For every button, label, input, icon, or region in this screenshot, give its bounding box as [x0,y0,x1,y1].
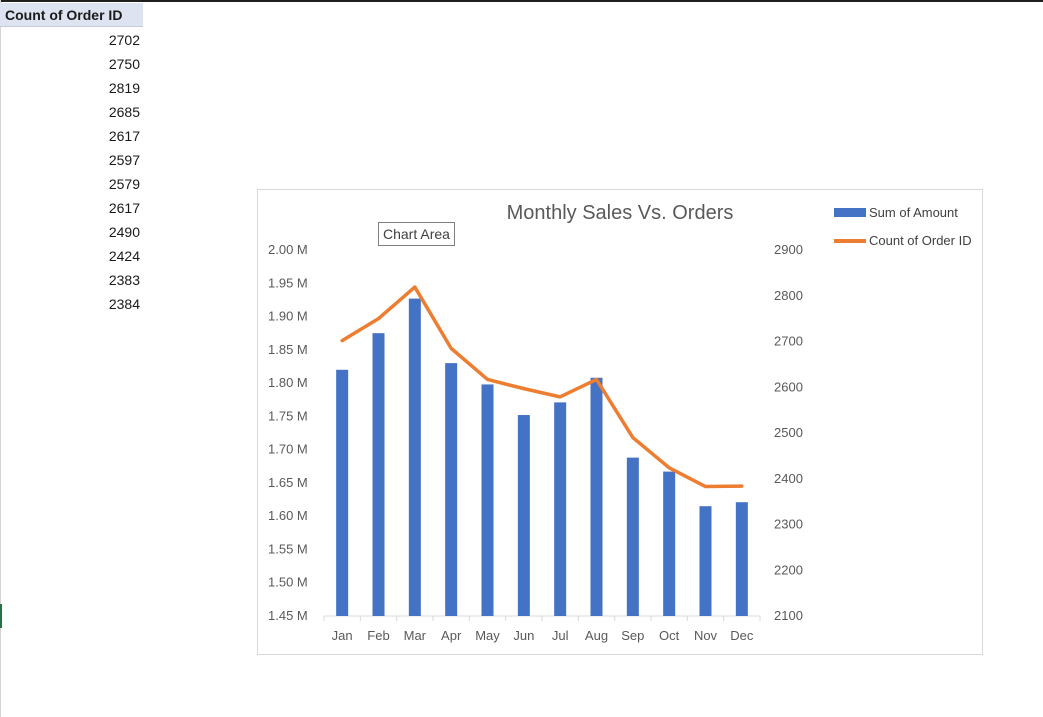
line-point-dec [741,485,743,487]
y-left-tick-label: 1.90 M [268,309,308,324]
y-right-tick-label: 2700 [774,334,803,349]
cell-count-5[interactable]: 2617 [108,128,140,144]
y-left-tick-label: 1.45 M [268,608,308,623]
cell-count-2[interactable]: 2750 [108,56,140,72]
y-right-tick-label: 2300 [774,517,803,532]
y-right-tick-label: 2400 [774,471,803,486]
sheet-left-gridline [0,0,1,717]
y-left-tick-label: 1.55 M [268,541,308,556]
x-tick-label-jun: Jun [513,628,534,643]
cell-count-4[interactable]: 2685 [108,104,140,120]
bar-sep [626,457,639,616]
x-tick-label-mar: Mar [404,628,427,643]
line-point-jun [523,388,525,390]
bar-may [481,384,494,616]
y-left-tick-label: 1.80 M [268,375,308,390]
x-tick-label-nov: Nov [694,628,718,643]
line-point-sep [632,437,634,439]
chart-area-tooltip: Chart Area [378,222,455,246]
y-left-tick-label: 1.50 M [268,575,308,590]
line-point-may [487,378,488,380]
legend-swatch-line [834,238,866,243]
y-right-tick-label: 2600 [774,379,803,394]
x-tick-label-jul: Jul [552,628,569,643]
line-point-nov [705,486,706,488]
y-right-tick-label: 2500 [774,425,803,440]
bar-apr [445,363,458,616]
y-left-tick-label: 1.60 M [268,508,308,523]
line-point-feb [378,318,379,320]
y-left-tick-label: 1.65 M [268,475,308,490]
legend-label-sum-of-amount: Sum of Amount [869,205,958,220]
bar-jul [554,402,567,616]
x-tick-label-may: May [475,628,500,643]
y-left-tick-label: 1.95 M [268,275,308,290]
x-tick-label-apr: Apr [441,628,462,643]
column-header-count-of-order-id[interactable]: Count of Order ID [0,3,143,27]
selection-marker [0,604,2,628]
cell-count-3[interactable]: 2819 [108,80,140,96]
bar-dec [735,502,748,616]
cell-count-1[interactable]: 2702 [108,32,140,48]
line-point-apr [450,347,452,349]
legend-item-sum-of-amount[interactable]: Sum of Amount [834,205,958,220]
legend-swatch-bar [834,208,866,217]
bar-jun [517,415,530,616]
x-tick-label-sep: Sep [621,628,644,643]
bar-jan [336,369,349,616]
y-left-tick-label: 1.70 M [268,442,308,457]
y-right-tick-label: 2100 [774,608,803,623]
bar-mar [408,298,421,616]
y-left-tick-label: 2.00 M [268,242,308,257]
x-tick-label-aug: Aug [585,628,608,643]
x-tick-label-jan: Jan [332,628,353,643]
y-right-tick-label: 2800 [774,288,803,303]
cell-count-7[interactable]: 2579 [108,176,140,192]
bar-nov [699,506,712,616]
chart-title[interactable]: Monthly Sales Vs. Orders [506,202,734,224]
x-tick-label-feb: Feb [367,628,389,643]
y-right-tick-label: 2900 [774,242,803,257]
cell-count-8[interactable]: 2617 [108,200,140,216]
cell-count-11[interactable]: 2383 [108,272,140,288]
line-point-jul [559,396,561,398]
x-tick-label-oct: Oct [659,628,680,643]
line-point-aug [596,378,597,380]
line-point-oct [668,467,670,469]
legend-label-count-of-order-id: Count of Order ID [869,233,972,248]
bar-aug [590,377,603,616]
y-left-tick-label: 1.85 M [268,342,308,357]
x-tick-label-dec: Dec [730,628,754,643]
line-count-of-order-id [340,285,744,489]
y-right-tick-label: 2200 [774,562,803,577]
line-point-jan [341,340,343,342]
y-left-tick-label: 1.75 M [268,408,308,423]
cell-count-10[interactable]: 2424 [108,248,140,264]
cell-count-9[interactable]: 2490 [108,224,140,240]
sheet-top-border [0,0,1043,2]
legend-item-count-of-order-id[interactable]: Count of Order ID [834,233,972,248]
bar-oct [663,471,676,616]
cell-count-6[interactable]: 2597 [108,152,140,168]
cell-count-12[interactable]: 2384 [108,296,140,312]
line-point-mar [414,286,416,288]
bar-feb [372,333,385,616]
